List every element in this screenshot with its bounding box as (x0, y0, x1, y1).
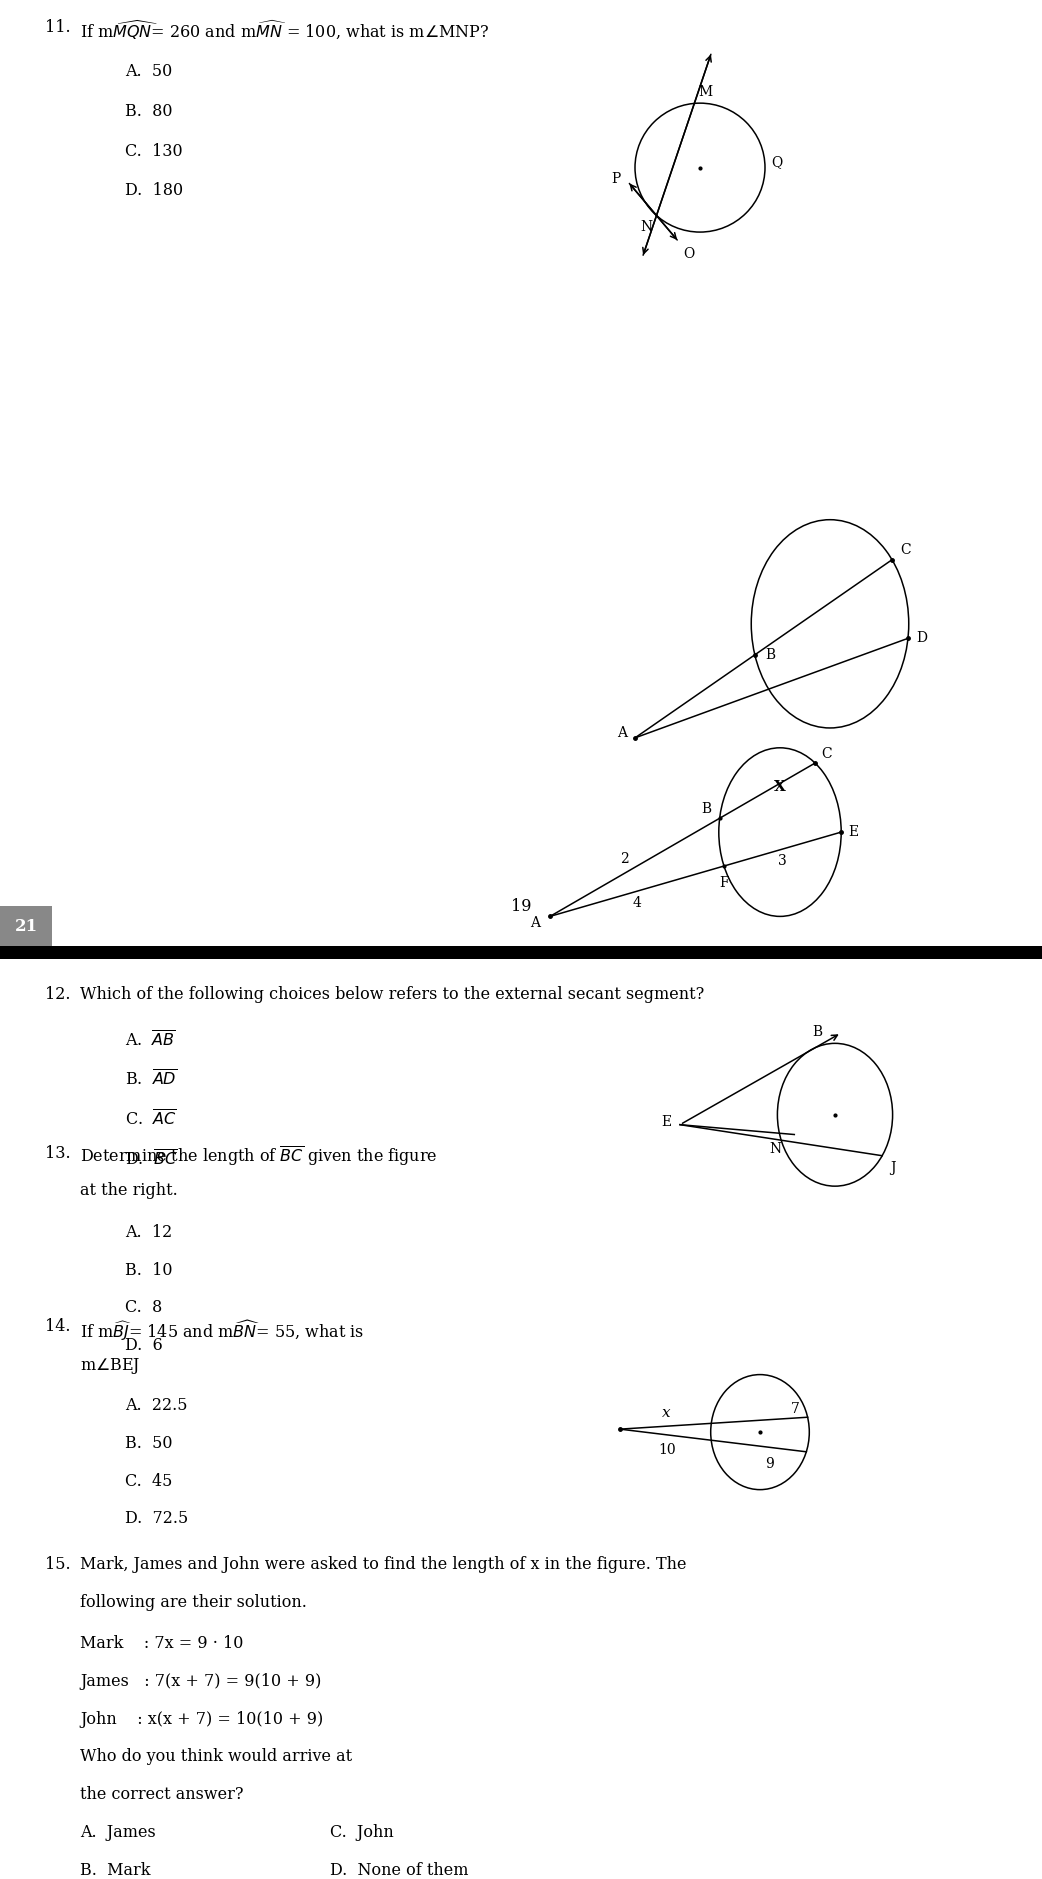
Text: 21: 21 (15, 917, 38, 936)
Text: John    : x(x + 7) = 10(10 + 9): John : x(x + 7) = 10(10 + 9) (80, 1710, 323, 1729)
Text: E: E (661, 1114, 671, 1129)
Text: 7: 7 (791, 1402, 799, 1417)
Text: Mark    : 7x = 9 · 10: Mark : 7x = 9 · 10 (80, 1635, 244, 1652)
Text: A.  James: A. James (80, 1825, 155, 1841)
Text: A.  12: A. 12 (125, 1223, 172, 1240)
Text: M: M (698, 85, 713, 100)
Text: 11.: 11. (45, 19, 71, 36)
Text: 12.: 12. (45, 986, 71, 1003)
Text: B.  10: B. 10 (125, 1261, 173, 1278)
Text: D: D (916, 631, 927, 644)
Text: C.  John: C. John (330, 1825, 394, 1841)
Text: B.  50: B. 50 (125, 1436, 173, 1452)
Text: D.  None of them: D. None of them (330, 1862, 469, 1879)
Text: Q: Q (771, 154, 782, 169)
Text: X: X (773, 780, 786, 793)
Text: A: A (617, 725, 627, 740)
Text: C.  8: C. 8 (125, 1298, 163, 1315)
Text: E: E (848, 825, 859, 840)
Text: If m$\widehat{BJ}$= 145 and m$\widehat{BN}$= 55, what is: If m$\widehat{BJ}$= 145 and m$\widehat{B… (80, 1317, 364, 1343)
Text: 19: 19 (511, 898, 531, 915)
Text: 10: 10 (659, 1443, 675, 1458)
Text: 9: 9 (766, 1456, 774, 1471)
Text: the correct answer?: the correct answer? (80, 1787, 244, 1804)
Text: x: x (662, 1405, 670, 1421)
Text: C: C (900, 543, 911, 556)
Text: 13.: 13. (45, 1144, 71, 1161)
Text: D.  72.5: D. 72.5 (125, 1511, 189, 1528)
Text: C: C (821, 748, 832, 761)
Text: B.  $\overline{AD}$: B. $\overline{AD}$ (125, 1071, 177, 1090)
Text: If m$\widehat{MQN}$= 260 and m$\widehat{MN}$ = 100, what is m$\angle$MNP?: If m$\widehat{MQN}$= 260 and m$\widehat{… (80, 19, 490, 41)
Text: 3: 3 (778, 853, 787, 868)
Text: B: B (701, 802, 712, 815)
Text: James   : 7(x + 7) = 9(10 + 9): James : 7(x + 7) = 9(10 + 9) (80, 1672, 321, 1689)
Text: D.  $\overline{BC}$: D. $\overline{BC}$ (125, 1150, 177, 1169)
Text: D.  180: D. 180 (125, 182, 183, 199)
Text: 4: 4 (632, 896, 642, 909)
FancyBboxPatch shape (0, 906, 52, 947)
FancyBboxPatch shape (0, 947, 1042, 958)
Text: 14.: 14. (45, 1317, 71, 1336)
Text: Mark, James and John were asked to find the length of x in the figure. The: Mark, James and John were asked to find … (80, 1556, 687, 1573)
Text: C.  45: C. 45 (125, 1473, 172, 1490)
Text: B: B (812, 1024, 822, 1039)
Text: N: N (769, 1142, 782, 1156)
Text: C.  $\overline{AC}$: C. $\overline{AC}$ (125, 1110, 176, 1129)
Text: B.  Mark: B. Mark (80, 1862, 150, 1879)
Text: B: B (765, 648, 775, 661)
Text: at the right.: at the right. (80, 1182, 178, 1199)
Text: N: N (641, 220, 652, 235)
Text: Which of the following choices below refers to the external secant segment?: Which of the following choices below ref… (80, 986, 704, 1003)
Text: 2: 2 (620, 853, 629, 866)
Text: A.  $\overline{AB}$: A. $\overline{AB}$ (125, 1030, 176, 1050)
Text: A: A (530, 917, 540, 930)
Text: 15.: 15. (45, 1556, 71, 1573)
Text: D.  6: D. 6 (125, 1338, 163, 1355)
Text: J: J (890, 1161, 896, 1174)
Text: F: F (719, 876, 728, 891)
Text: C.  130: C. 130 (125, 143, 182, 160)
Text: Determine the length of $\overline{BC}$ given the figure: Determine the length of $\overline{BC}$ … (80, 1144, 438, 1169)
Text: Who do you think would arrive at: Who do you think would arrive at (80, 1749, 352, 1766)
Text: A.  22.5: A. 22.5 (125, 1398, 188, 1415)
Text: B.  80: B. 80 (125, 103, 173, 120)
Text: m$\angle$BEJ: m$\angle$BEJ (80, 1357, 141, 1375)
Text: following are their solution.: following are their solution. (80, 1593, 307, 1610)
Text: A.  50: A. 50 (125, 64, 172, 81)
Text: O: O (683, 246, 694, 261)
Text: P: P (612, 173, 621, 186)
